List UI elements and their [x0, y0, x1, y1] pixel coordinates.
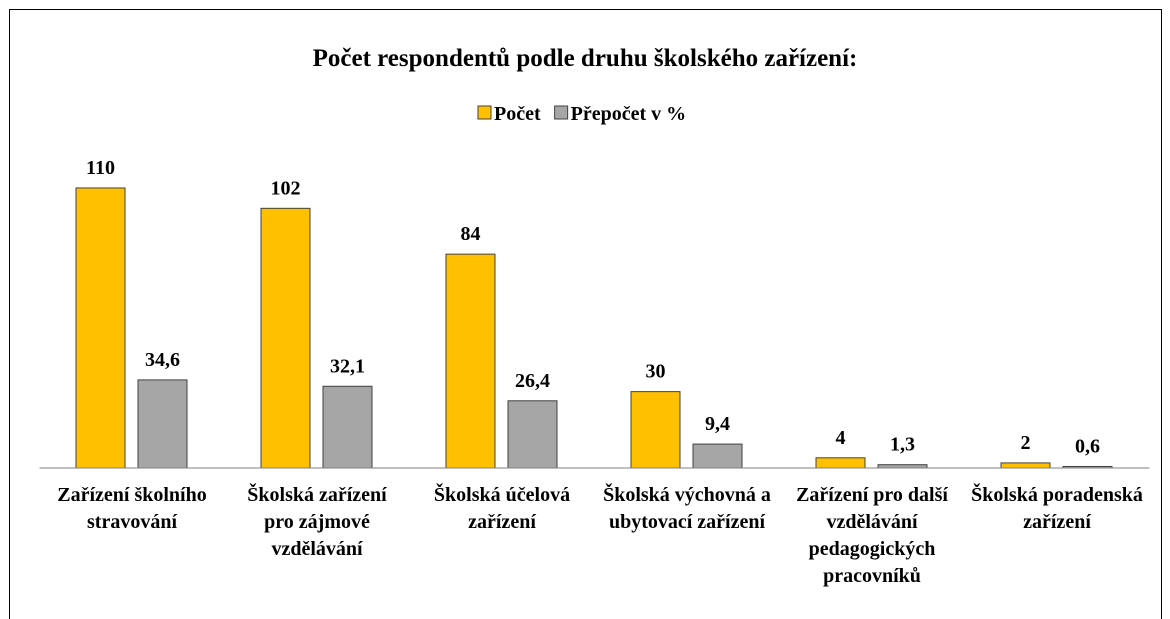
data-label: 9,4 [705, 413, 730, 435]
x-tick-label: Školská účelová zařízení [433, 484, 571, 533]
bar [692, 443, 743, 469]
chart-frame [9, 9, 1162, 619]
data-label: 0,6 [1075, 435, 1100, 457]
data-label: 84 [461, 223, 481, 245]
legend-label: Přepočet v % [571, 103, 687, 125]
bar [630, 391, 681, 469]
bar [1000, 462, 1051, 469]
x-tick-label: Školská výchovná a ubytovací zařízení [603, 484, 771, 533]
data-label: 2 [1021, 432, 1031, 454]
bar [322, 385, 373, 469]
bar [260, 207, 311, 469]
data-label: 102 [271, 177, 301, 199]
x-tick-label: Zařízení školního stravování [57, 484, 207, 533]
chart-title: Počet respondentů podle druhu školského … [313, 45, 858, 72]
data-label: 4 [836, 427, 846, 449]
bar [137, 379, 188, 469]
bar [507, 400, 558, 469]
x-tick-label: Školská zařízení pro zájmové vzdělávání [247, 484, 387, 560]
bar [815, 457, 866, 469]
data-label: 26,4 [515, 370, 550, 392]
data-label: 110 [86, 157, 115, 179]
data-label: 1,3 [890, 434, 915, 456]
bar [75, 187, 126, 469]
bar [445, 253, 496, 469]
data-label: 30 [646, 361, 666, 383]
legend-label: Počet [494, 103, 541, 125]
x-tick-label: Školská poradenská zařízení [971, 484, 1143, 533]
data-label: 34,6 [145, 349, 180, 371]
x-tick-label: Zařízení pro další vzdělávání pedagogick… [796, 484, 948, 587]
legend-swatch [554, 105, 569, 120]
data-label: 32,1 [330, 355, 365, 377]
legend-swatch [477, 105, 492, 120]
